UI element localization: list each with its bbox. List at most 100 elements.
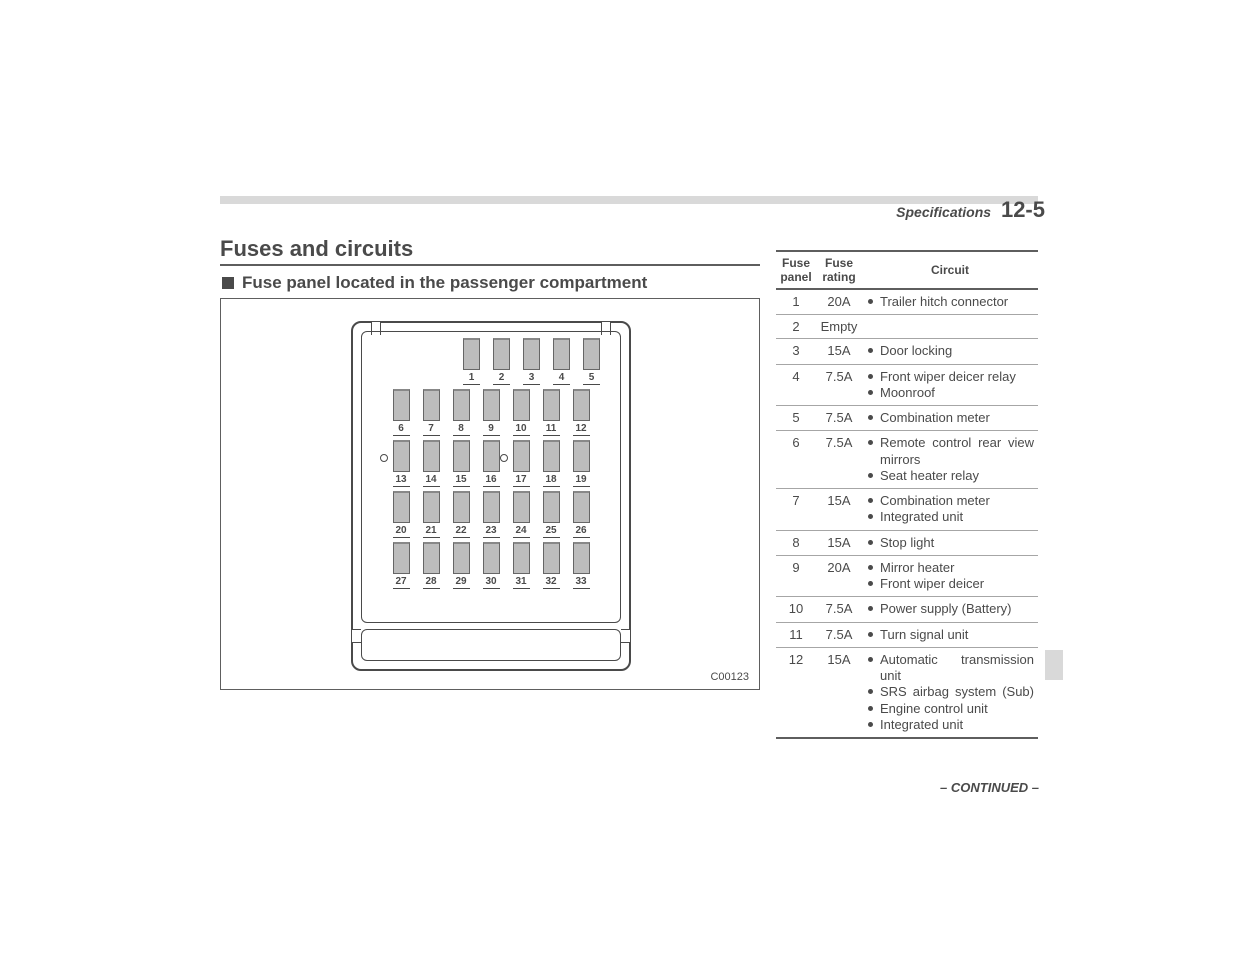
- circuit-item: Front wiper deicer relay: [866, 369, 1034, 385]
- circuit-item: Engine control unit: [866, 701, 1034, 717]
- fuse-panel-outline: 1234567891011121314151617181920212223242…: [351, 321, 631, 671]
- fuse-number: 6: [393, 423, 410, 436]
- fuse-number: 25: [543, 525, 560, 538]
- cell-circuit: Remote control rear view mirrorsSeat hea…: [862, 431, 1038, 489]
- fuse-number: 8: [453, 423, 470, 436]
- fuse-icon: [573, 491, 590, 523]
- fuse-slot: 10: [513, 389, 530, 436]
- panel-tab-icon: [621, 629, 631, 643]
- fuse-icon: [393, 491, 410, 523]
- cell-panel: 6: [776, 431, 816, 489]
- thumb-index-tab: [1045, 650, 1063, 680]
- fuse-slot: 20: [393, 491, 410, 538]
- fuse-number: 29: [453, 576, 470, 589]
- fuse-number: 17: [513, 474, 530, 487]
- circuit-item: Moonroof: [866, 385, 1034, 401]
- table-row: 120ATrailer hitch connector: [776, 289, 1038, 315]
- fuse-number: 5: [583, 372, 600, 385]
- fuse-icon: [453, 440, 470, 472]
- fuse-slot: 25: [543, 491, 560, 538]
- cell-circuit: [862, 315, 1038, 339]
- fuse-slot: 3: [523, 338, 540, 385]
- panel-tray: [361, 629, 621, 661]
- fuse-icon: [483, 389, 500, 421]
- fuse-slot: 23: [483, 491, 500, 538]
- page-number: 12-5: [1001, 197, 1045, 222]
- cell-rating: 7.5A: [816, 406, 862, 431]
- cell-circuit: Door locking: [862, 339, 1038, 364]
- cell-circuit: Automatic transmission unitSRS airbag sy…: [862, 647, 1038, 738]
- fuse-icon: [513, 491, 530, 523]
- fuse-slot: 22: [453, 491, 470, 538]
- fuse-icon: [393, 389, 410, 421]
- fuse-diagram: 1234567891011121314151617181920212223242…: [220, 298, 760, 690]
- fuse-slot: 28: [423, 542, 440, 589]
- circuit-item: Stop light: [866, 535, 1034, 551]
- cell-panel: 7: [776, 489, 816, 531]
- fuse-icon: [483, 491, 500, 523]
- fuse-icon: [423, 389, 440, 421]
- fuse-number: 16: [483, 474, 500, 487]
- cell-rating: 15A: [816, 647, 862, 738]
- fuse-slot: 5: [583, 338, 600, 385]
- continued-label: – CONTINUED –: [940, 780, 1039, 795]
- fuse-slot: 21: [423, 491, 440, 538]
- fuse-icon: [513, 542, 530, 574]
- fuse-icon: [513, 440, 530, 472]
- fuse-icon: [513, 389, 530, 421]
- fuse-icon: [483, 440, 500, 472]
- table-row: 315ADoor locking: [776, 339, 1038, 364]
- fuse-slot: 2: [493, 338, 510, 385]
- cell-rating: 7.5A: [816, 431, 862, 489]
- fuse-number: 30: [483, 576, 500, 589]
- fuse-number: 2: [493, 372, 510, 385]
- circuit-item: Combination meter: [866, 410, 1034, 426]
- fuse-row: 12345: [368, 338, 614, 385]
- circle-marker-icon: [380, 454, 388, 462]
- title-underline: [220, 264, 760, 266]
- fuse-slot: 13: [393, 440, 410, 487]
- fuse-slot: 33: [573, 542, 590, 589]
- main-title: Fuses and circuits: [220, 236, 413, 262]
- fuse-number: 15: [453, 474, 470, 487]
- table-row: 2Empty: [776, 315, 1038, 339]
- fuse-icon: [423, 491, 440, 523]
- circuit-item: Remote control rear view mirrors: [866, 435, 1034, 468]
- th-rating: Fuse rating: [816, 251, 862, 289]
- section-name: Specifications: [896, 204, 991, 220]
- page-header: Specifications 12-5: [896, 197, 1045, 223]
- cell-panel: 12: [776, 647, 816, 738]
- cell-panel: 5: [776, 406, 816, 431]
- fuse-number: 4: [553, 372, 570, 385]
- table-row: 815AStop light: [776, 530, 1038, 555]
- fuse-slot: 6: [393, 389, 410, 436]
- circuit-item: Front wiper deicer: [866, 576, 1034, 592]
- fuse-slot: 8: [453, 389, 470, 436]
- fuse-slot: 18: [543, 440, 560, 487]
- fuse-grid: 1234567891011121314151617181920212223242…: [361, 331, 621, 623]
- fuse-slot: 24: [513, 491, 530, 538]
- fuse-icon: [393, 440, 410, 472]
- fuse-number: 9: [483, 423, 500, 436]
- fuse-icon: [453, 542, 470, 574]
- cell-circuit: Front wiper deicer relayMoonroof: [862, 364, 1038, 406]
- circuit-item: Integrated unit: [866, 717, 1034, 733]
- fuse-number: 7: [423, 423, 440, 436]
- fuse-slot: 19: [573, 440, 590, 487]
- fuse-icon: [583, 338, 600, 370]
- circuit-item: Mirror heater: [866, 560, 1034, 576]
- fuse-icon: [553, 338, 570, 370]
- fuse-number: 10: [513, 423, 530, 436]
- fuse-table: Fuse panel Fuse rating Circuit 120ATrail…: [776, 250, 1038, 739]
- fuse-slot: 30: [483, 542, 500, 589]
- cell-rating: 15A: [816, 339, 862, 364]
- fuse-number: 28: [423, 576, 440, 589]
- table-row: 715ACombination meterIntegrated unit: [776, 489, 1038, 531]
- cell-rating: 7.5A: [816, 597, 862, 622]
- fuse-row: 6789101112: [368, 389, 614, 436]
- fuse-slot: 12: [573, 389, 590, 436]
- fuse-icon: [423, 440, 440, 472]
- circuit-item: Seat heater relay: [866, 468, 1034, 484]
- fuse-slot: 1: [463, 338, 480, 385]
- table-row: 117.5ATurn signal unit: [776, 622, 1038, 647]
